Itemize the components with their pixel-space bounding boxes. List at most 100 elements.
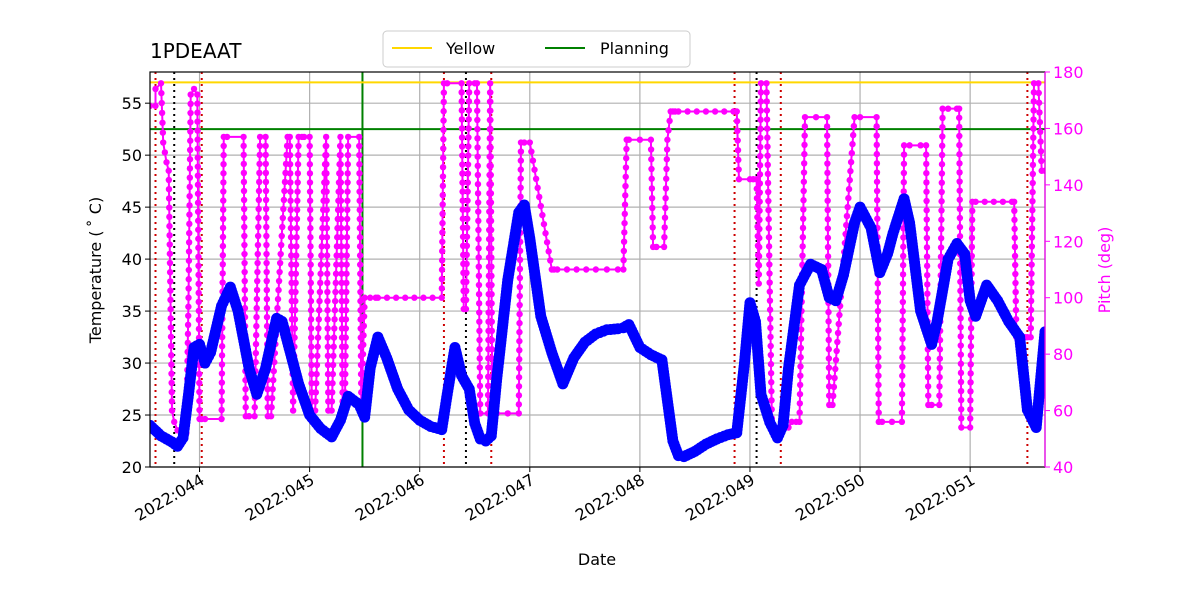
pitch-sample [184, 321, 192, 328]
pitch-sample [294, 170, 302, 177]
pitch-sample [465, 107, 473, 114]
pitch-sample [846, 176, 853, 184]
pitch-sample [475, 290, 483, 298]
pitch-sample [1012, 279, 1019, 287]
pitch-sample [331, 307, 339, 314]
pitch-sample [196, 406, 203, 414]
pitch-sample [765, 234, 773, 241]
pitch-sample [463, 260, 470, 268]
pitch-sample [1011, 252, 1019, 260]
pitch-sample [957, 296, 964, 304]
pitch-sample [848, 149, 855, 157]
pitch-sample [1012, 261, 1019, 269]
pitch-sample [263, 268, 270, 276]
legend-label-yellow: Yellow [445, 39, 495, 58]
pitch-sample [194, 100, 201, 107]
pitch-sample [465, 116, 472, 123]
pitch-sample [161, 149, 169, 156]
pitch-point [1010, 198, 1018, 205]
pitch-sample [799, 215, 807, 222]
pitch-sample [324, 316, 331, 323]
pitch-sample [219, 224, 227, 232]
pitch-sample [439, 201, 446, 208]
pitch-sample [323, 188, 330, 195]
pitch-sample [800, 197, 807, 204]
pitch-sample [476, 355, 483, 362]
pitch-sample [287, 215, 295, 223]
pitch-sample [835, 320, 842, 328]
pitch-sample [824, 216, 832, 223]
pitch-sample [756, 207, 763, 214]
pitch-sample [767, 351, 775, 359]
pitch-sample [196, 388, 203, 396]
pitch-sample [662, 194, 669, 202]
pitch-sample [796, 381, 804, 389]
pitch-point [664, 136, 671, 143]
pitch-sample [464, 161, 472, 168]
pitch-sample [324, 334, 331, 341]
pitch-point [788, 418, 796, 426]
pitch-sample [768, 379, 775, 386]
pitch-sample [824, 178, 831, 186]
pitch-point [218, 415, 225, 423]
pitch-point [306, 133, 313, 141]
pitch-sample [464, 179, 471, 186]
pitch-point [823, 113, 831, 121]
pitch-sample [755, 262, 763, 269]
pitch-sample [263, 214, 270, 222]
pitch-sample [315, 307, 323, 314]
pitch-sample [516, 356, 523, 363]
pitch-point [1027, 334, 1034, 341]
pitch-sample [648, 194, 656, 202]
pitch-point [337, 133, 344, 141]
pitch-sample [796, 400, 804, 407]
pitch-sample [542, 230, 549, 237]
pitch-sample [294, 179, 301, 186]
pitch-point [625, 136, 633, 143]
pitch-sample [620, 238, 628, 245]
pitch-sample [332, 288, 339, 296]
pitch-sample [487, 116, 494, 124]
pitch-sample [766, 270, 773, 277]
pitch-sample [240, 160, 247, 168]
pitch-point [168, 407, 176, 414]
y-tick-label: 35 [122, 302, 142, 321]
pitch-sample [316, 297, 323, 305]
pitch-sample [661, 233, 668, 241]
pitch-sample [768, 397, 775, 404]
pitch-sample [330, 343, 337, 350]
pitch-sample [329, 380, 336, 387]
pitch-sample [968, 243, 976, 251]
pitch-sample [516, 346, 523, 354]
pitch-sample [256, 151, 263, 159]
pitch-sample [307, 224, 314, 232]
pitch-sample [516, 247, 524, 255]
pitch-point [972, 198, 979, 205]
pitch-point [928, 401, 935, 409]
pitch-point [344, 133, 352, 141]
pitch-point [187, 91, 194, 98]
pitch-sample [158, 89, 165, 97]
pitch-sample [458, 134, 466, 141]
pitch-sample [1038, 157, 1045, 165]
pitch-sample [663, 175, 670, 182]
pitch-sample [874, 317, 882, 324]
pitch-sample [529, 157, 537, 164]
pitch-sample [799, 233, 807, 241]
pitch-sample [307, 252, 314, 259]
pitch-sample [252, 331, 260, 339]
pitch-sample [168, 370, 175, 377]
pitch-sample [825, 318, 832, 325]
pitch-sample [475, 263, 482, 270]
pitch-sample [621, 219, 628, 227]
pitch-sample [256, 160, 263, 168]
pitch-sample [459, 161, 466, 168]
pitch-sample [957, 360, 965, 367]
pitch-sample [1037, 148, 1045, 155]
pitch-sample [343, 234, 351, 241]
pitch-sample [307, 297, 315, 305]
pitch-sample [666, 117, 673, 125]
pitch-sample [487, 226, 495, 234]
pitch-sample [357, 297, 364, 305]
pitch-point [473, 80, 481, 87]
